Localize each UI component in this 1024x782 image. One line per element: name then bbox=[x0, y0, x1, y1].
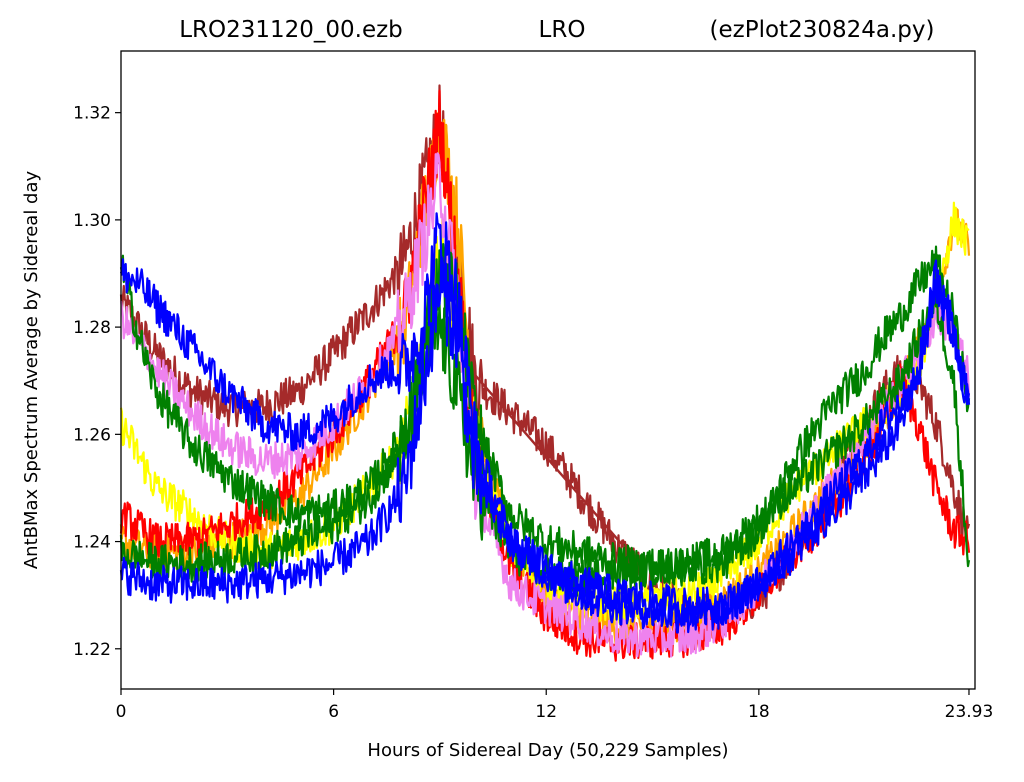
y-tick-label: 1.26 bbox=[73, 425, 111, 445]
y-tick-label: 1.24 bbox=[73, 533, 111, 553]
x-tick-label: 12 bbox=[535, 702, 557, 722]
series-line-8 bbox=[119, 259, 971, 626]
series-line-4 bbox=[119, 152, 971, 658]
y-axis: 1.22 1.24 1.26 1.28 1.30 1.32 bbox=[73, 104, 121, 660]
y-tick-label: 1.28 bbox=[73, 318, 111, 338]
plot-frame bbox=[120, 50, 976, 690]
y-tick-label: 1.22 bbox=[73, 640, 111, 660]
y-axis-label: AntBMax Spectrum Average by Sidereal day bbox=[21, 170, 42, 569]
x-tick-label: 6 bbox=[328, 702, 339, 722]
y-tick-label: 1.30 bbox=[73, 211, 111, 231]
series-line-5 bbox=[119, 243, 971, 587]
x-axis: 0 6 12 18 23.93 bbox=[116, 689, 994, 722]
x-tick-label: 0 bbox=[116, 702, 127, 722]
x-tick-label: 18 bbox=[748, 702, 770, 722]
chart-title-center: LRO bbox=[539, 17, 586, 43]
plot-area bbox=[119, 84, 971, 662]
gap-connector-line bbox=[474, 374, 626, 548]
chart-title-right: (ezPlot230824a.py) bbox=[710, 17, 935, 43]
chart-title-left: LRO231120_00.ezb bbox=[179, 17, 403, 43]
y-tick-label: 1.32 bbox=[73, 104, 111, 124]
x-axis-label: Hours of Sidereal Day (50,229 Samples) bbox=[367, 740, 728, 761]
x-tick-label: 23.93 bbox=[945, 702, 994, 722]
